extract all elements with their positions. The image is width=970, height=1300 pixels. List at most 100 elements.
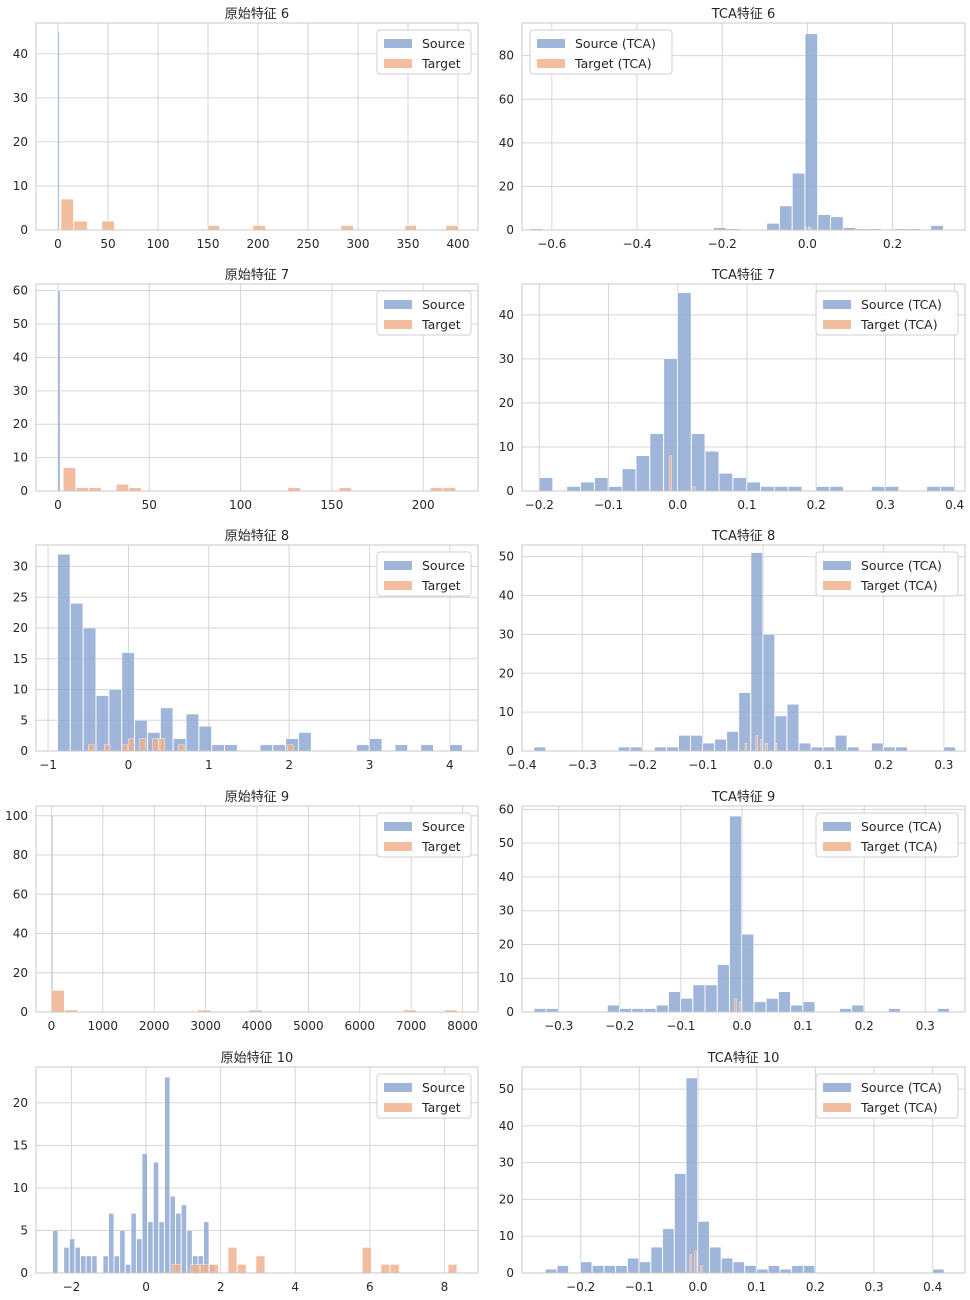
- chart-panel-7: 0 1000 2000 3000 4000 5000 6000 7000 8000 0 20 40 60…: [5, 790, 479, 1033]
- axes-frame: [35, 22, 479, 231]
- source-bar: [356, 744, 370, 752]
- source-bar: [592, 1265, 604, 1274]
- source-bar: [883, 746, 896, 752]
- source-bar: [420, 744, 434, 752]
- source-bar: [630, 746, 643, 752]
- y-tick-label: 20: [13, 417, 28, 431]
- x-tick-label: 4000: [242, 1019, 273, 1033]
- y-tick-label: 20: [499, 179, 514, 193]
- source-bar: [802, 1001, 815, 1013]
- target-bar: [760, 739, 763, 752]
- source-bar: [142, 1153, 148, 1274]
- y-tick-label: 50: [13, 317, 28, 331]
- legend: Source (TCA) Target (TCA): [815, 551, 959, 597]
- source-bar: [650, 1247, 663, 1274]
- legend-swatch: [823, 842, 851, 851]
- legend: Source (TCA) Target (TCA): [815, 1073, 959, 1119]
- legend-swatch: [384, 320, 412, 329]
- source-bar: [649, 433, 664, 492]
- axes-frame: [35, 1066, 479, 1274]
- x-tick-label: 4: [291, 1280, 299, 1294]
- target-bar: [237, 1264, 247, 1274]
- source-bar: [741, 934, 754, 1013]
- source-bar: [766, 223, 780, 231]
- legend-label: Target: [421, 839, 461, 854]
- source-bar: [940, 486, 955, 492]
- x-tick-label: −0.1: [688, 758, 717, 772]
- x-tick-label: 0: [54, 498, 62, 512]
- source-bar: [211, 744, 225, 752]
- source-bar: [631, 1008, 644, 1013]
- target-bar: [171, 1264, 182, 1274]
- x-tick-label: −0.1: [594, 498, 623, 512]
- source-bar: [272, 744, 286, 752]
- legend-label: Target (TCA): [860, 1100, 938, 1115]
- target-bar: [75, 487, 89, 492]
- source-bar: [817, 214, 831, 231]
- source-bar: [636, 455, 650, 492]
- y-tick-label: 0: [506, 223, 514, 237]
- source-bar: [733, 1261, 745, 1274]
- y-tick-label: 15: [13, 1138, 28, 1152]
- source-bar: [791, 1265, 804, 1274]
- target-bar: [443, 487, 456, 492]
- y-tick-label: 40: [499, 136, 514, 150]
- source-bar: [871, 486, 885, 492]
- legend: Source (TCA) Target (TCA): [815, 812, 959, 858]
- source-bar: [618, 746, 631, 752]
- x-tick-label: 1000: [88, 1019, 119, 1033]
- target-bar: [338, 487, 352, 492]
- legend-label: Source: [422, 1080, 465, 1095]
- x-tick-label: 150: [320, 498, 343, 512]
- source-bar: [533, 746, 546, 752]
- source-bar: [779, 205, 793, 231]
- axes-frame: [35, 805, 479, 1013]
- source-bar: [768, 1265, 780, 1274]
- x-tick-label: 0: [54, 237, 62, 251]
- x-tick-label: 0.1: [814, 758, 833, 772]
- legend-label: Target: [421, 578, 461, 593]
- target-bar: [51, 990, 65, 1013]
- source-bar: [153, 1162, 159, 1274]
- legend-box: [815, 551, 959, 597]
- x-tick-label: −0.1: [625, 1280, 654, 1294]
- legend-swatch: [384, 842, 412, 851]
- target-bar: [139, 738, 146, 752]
- y-tick-label: 60: [499, 92, 514, 106]
- source-bar: [680, 998, 693, 1013]
- x-tick-label: 4: [446, 758, 454, 772]
- legend-swatch: [823, 581, 851, 590]
- y-tick-label: 20: [499, 396, 514, 410]
- y-tick-label: 0: [20, 1005, 28, 1019]
- target-bar: [430, 487, 443, 492]
- x-tick-label: 0.2: [874, 758, 893, 772]
- target-bar: [390, 1264, 400, 1274]
- source-bar: [102, 1255, 109, 1274]
- target-bar: [700, 1265, 703, 1274]
- legend-swatch: [384, 39, 412, 48]
- source-bar: [702, 743, 715, 752]
- legend: Source (TCA) Target (TCA): [529, 29, 673, 75]
- chart-panel-3: 0 50 100 150 200 0 10 20 30 40 50 60 原始特征 7 Source Tar…: [13, 268, 479, 512]
- legend: Source Target: [376, 1073, 472, 1119]
- y-tick-label: 5: [20, 1223, 28, 1237]
- source-bar: [885, 486, 899, 492]
- chart-panel-1: 0 50 100 150 200 250 300 350 400 0 10 20 30 40 原始特征 6 S…: [13, 7, 479, 251]
- source-bar: [603, 1265, 616, 1274]
- axes-frame: [521, 805, 966, 1013]
- y-tick-label: 10: [499, 705, 514, 719]
- y-tick-label: 15: [13, 652, 28, 666]
- y-tick-label: 20: [499, 1192, 514, 1206]
- x-tick-label: 250: [297, 237, 320, 251]
- source-bar: [753, 1001, 767, 1013]
- source-bar: [732, 477, 747, 492]
- x-tick-label: 0.3: [876, 498, 895, 512]
- source-bar: [792, 173, 805, 231]
- source-bar: [926, 486, 941, 492]
- x-tick-label: 200: [247, 237, 270, 251]
- source-bar: [70, 603, 84, 752]
- source-bar: [627, 1258, 639, 1274]
- x-tick-label: 0.2: [883, 237, 902, 251]
- legend-label: Target (TCA): [860, 578, 938, 593]
- source-bar: [546, 1008, 559, 1013]
